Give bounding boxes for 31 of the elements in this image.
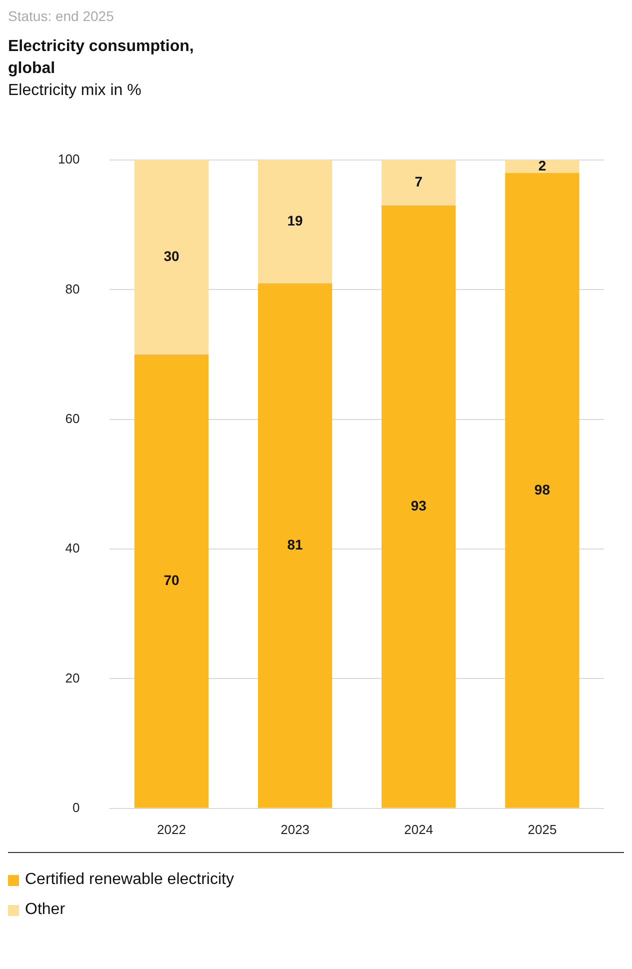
bar bbox=[258, 283, 332, 808]
bar bbox=[505, 160, 580, 173]
legend-label: Certified renewable electricity bbox=[25, 871, 234, 889]
y-tick-label: 20 bbox=[65, 670, 80, 686]
legend-label: Other bbox=[25, 901, 66, 919]
y-tick-label: 40 bbox=[65, 540, 80, 556]
data-label: 70 bbox=[164, 572, 180, 588]
y-tick-label: 100 bbox=[58, 152, 80, 167]
bar bbox=[134, 354, 209, 808]
bar bbox=[505, 172, 580, 808]
data-label: 98 bbox=[534, 481, 550, 498]
y-tick-label: 0 bbox=[72, 800, 80, 815]
data-label: 2 bbox=[538, 157, 546, 174]
bar bbox=[258, 160, 332, 284]
x-tick-label: 2023 bbox=[280, 822, 310, 837]
chart-title: Electricity consumption, global bbox=[8, 37, 195, 79]
data-label: 19 bbox=[287, 212, 304, 228]
y-tick-label: 60 bbox=[65, 410, 80, 426]
chart-subtitle: Electricity mix in % bbox=[8, 81, 142, 101]
y-tick-label: 80 bbox=[65, 281, 80, 296]
text: Status: end 2025 bbox=[8, 8, 115, 24]
data-label: 81 bbox=[287, 536, 304, 552]
x-tick-label: 2025 bbox=[528, 822, 557, 837]
bar bbox=[382, 205, 456, 808]
x-tick-label: 2022 bbox=[157, 822, 186, 837]
x-tick-label: 2024 bbox=[404, 822, 434, 837]
data-label: 7 bbox=[414, 174, 423, 190]
bar bbox=[382, 160, 456, 206]
bar bbox=[134, 160, 209, 355]
data-label: 93 bbox=[410, 498, 427, 514]
data-label: 30 bbox=[164, 248, 180, 264]
